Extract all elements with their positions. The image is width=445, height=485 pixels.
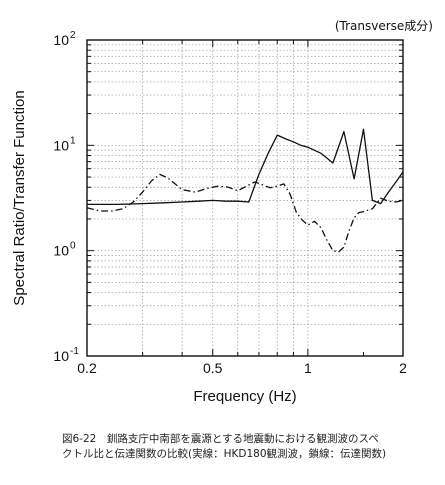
component-note: (Transverse成分): [335, 19, 433, 33]
y-tick-label: 10: [53, 243, 69, 259]
y-axis-title: Spectral Ratio/Transfer Function: [11, 90, 28, 305]
y-tick-label: 10: [53, 137, 69, 153]
y-tick-exponent: 0: [70, 241, 76, 252]
data-series: [86, 128, 404, 253]
y-tick-label: 10: [53, 348, 69, 364]
figure-caption: 図6-22 釧路支庁中南部を震源とする地震動における観測波のスペ クトル比と伝達…: [62, 432, 437, 462]
caption-line-2: クトル比と伝達関数の比較(実線：HKD180観測波，鎖線：伝達関数): [62, 448, 387, 460]
grid-lines: [87, 40, 403, 356]
x-tick-label: 2: [399, 360, 407, 376]
x-tick-label: 1: [304, 360, 312, 376]
y-tick-exponent: -1: [70, 346, 79, 357]
y-tick-exponent: 2: [70, 30, 76, 41]
x-tick-label: 0.5: [203, 360, 223, 376]
x-tick-label: 0.2: [77, 360, 97, 376]
y-tick-exponent: 1: [70, 135, 76, 146]
series-line-solid: [87, 128, 404, 206]
plot-frame: [86, 39, 404, 357]
series-line-dash-dot: [86, 173, 404, 253]
caption-line-1: 図6-22 釧路支庁中南部を震源とする地震動における観測波のスペ: [62, 433, 379, 445]
y-tick-label: 10: [53, 32, 69, 48]
x-axis-title: Frequency (Hz): [193, 388, 296, 405]
